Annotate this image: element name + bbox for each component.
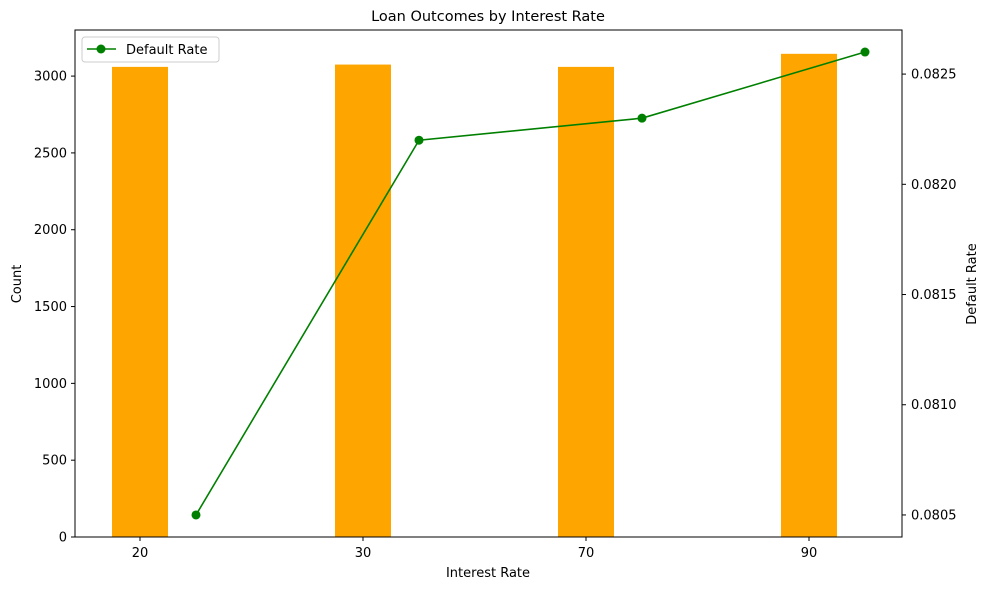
x-tick-label: 30 — [355, 546, 372, 561]
y-left-tick-label: 0 — [59, 531, 67, 546]
bar-90 — [781, 53, 837, 538]
legend-label: Default Rate — [126, 43, 207, 58]
x-tick-label: 70 — [578, 546, 595, 561]
legend-box — [81, 36, 220, 63]
default-rate-point-70 — [637, 113, 647, 123]
y-right-tick-label: 0.0825 — [911, 68, 957, 83]
y-axis-left: 0 500 1000 1500 2000 2500 3000 — [34, 70, 75, 546]
y-left-tick-label: 1000 — [34, 377, 67, 392]
y-left-tick-label: 3000 — [34, 70, 67, 85]
x-tick-label: 20 — [132, 546, 149, 561]
bar-30 — [335, 64, 391, 538]
chart-title: Loan Outcomes by Interest Rate — [371, 9, 605, 25]
y-left-tick-label: 1500 — [34, 300, 67, 315]
y-left-tick-label: 2000 — [34, 223, 67, 238]
default-rate-point-30 — [414, 135, 424, 145]
legend-marker-swatch — [96, 44, 106, 54]
default-rate-line — [191, 47, 870, 520]
bar-70 — [558, 66, 614, 537]
default-rate-point-20 — [191, 510, 201, 520]
bar-20 — [112, 66, 168, 537]
y-left-tick-label: 500 — [42, 454, 67, 469]
legend: Default Rate — [81, 36, 220, 63]
y-axis-right: 0.0805 0.0810 0.0815 0.0820 0.0825 — [902, 68, 957, 523]
x-axis: 20 30 70 90 — [132, 537, 818, 561]
y-right-tick-label: 0.0815 — [911, 288, 957, 303]
default-rate-point-90 — [860, 47, 870, 57]
y-axis-left-label: Count — [10, 265, 25, 304]
y-left-tick-label: 2500 — [34, 146, 67, 161]
plot-frame — [74, 29, 903, 538]
bars — [112, 53, 837, 538]
x-tick-label: 90 — [801, 546, 818, 561]
y-right-tick-label: 0.0820 — [911, 178, 957, 193]
y-axis-right-label: Default Rate — [965, 243, 980, 324]
y-right-tick-label: 0.0805 — [911, 508, 957, 523]
y-right-tick-label: 0.0810 — [911, 398, 957, 413]
default-rate-polyline — [195, 51, 866, 516]
x-axis-label: Interest Rate — [446, 566, 530, 581]
